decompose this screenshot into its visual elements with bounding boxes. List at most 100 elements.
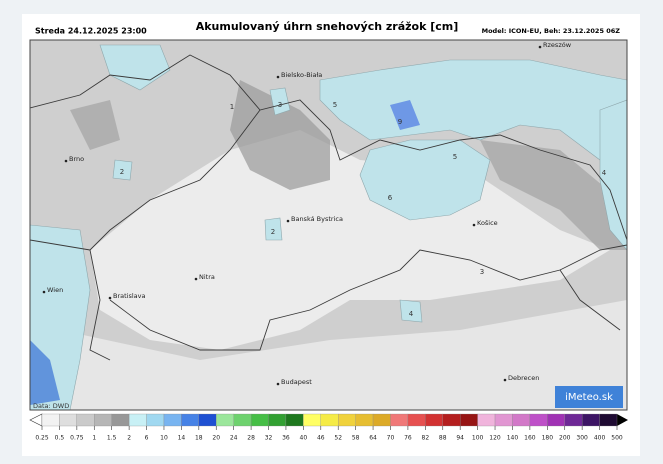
legend-swatch: [564, 413, 583, 427]
legend-tick-label: 400: [594, 435, 606, 442]
legend-swatch: [477, 413, 496, 427]
legend: 0.25 0.5 0.75 1 1.5 2 6 10 14 18 20 24 28 32 36 40 46 52 5…: [29, 413, 628, 442]
legend-tick-label: 2: [127, 435, 131, 442]
legend-swatch: [216, 413, 234, 427]
legend-tick-label: 88: [439, 435, 447, 442]
legend-swatch: [494, 413, 513, 427]
data-source: Data: DWD: [33, 402, 69, 410]
borders: [30, 54, 627, 361]
legend-tick-label: 20: [212, 435, 220, 442]
legend-swatch: [599, 413, 618, 427]
city-dot: [194, 277, 198, 281]
contour-label: 1: [230, 103, 234, 111]
legend-tick-label: 58: [352, 435, 360, 442]
city-label: Rzeszów: [543, 41, 572, 49]
city-dot: [503, 378, 507, 382]
city-dot: [472, 223, 476, 227]
legend-swatch: [442, 413, 461, 427]
legend-tick-label: 76: [404, 435, 412, 442]
legend-tick-label: 10: [160, 435, 168, 442]
legend-tick-label: 52: [334, 435, 342, 442]
map: [29, 39, 628, 411]
legend-tick-label: 82: [422, 435, 430, 442]
city-label: Brno: [69, 155, 84, 163]
legend-swatch: [338, 413, 356, 427]
legend-tick-label: 1: [92, 435, 96, 442]
contour-label: 4: [602, 169, 607, 177]
legend-swatch: [582, 413, 600, 427]
legend-tick-label: 14: [178, 435, 186, 442]
legend-tick-label: 100: [472, 435, 484, 442]
city-label: Bratislava: [113, 292, 145, 300]
legend-swatch: [512, 413, 531, 427]
contour-label: 2: [271, 228, 275, 236]
legend-swatch: [372, 413, 391, 427]
datetime: Streda 24.12.2025 23:00: [35, 27, 147, 36]
legend-tick-label: 94: [456, 435, 464, 442]
legend-tick-label: 180: [542, 435, 554, 442]
legend-swatch: [41, 413, 60, 427]
legend-swatch: [355, 413, 374, 427]
legend-tick-label: 0.25: [35, 435, 49, 442]
legend-swatch: [198, 413, 217, 427]
city-label: Banská Bystrica: [291, 215, 343, 223]
legend-swatch: [233, 413, 252, 427]
legend-swatch: [163, 413, 182, 427]
legend-tick-label: 1.5: [107, 435, 117, 442]
legend-swatch: [390, 413, 409, 427]
city-dot: [64, 159, 68, 163]
legend-arrow-high: [617, 414, 628, 426]
legend-swatch: [59, 413, 77, 427]
legend-tick-label: 6: [145, 435, 149, 442]
logo: iMeteo.sk: [565, 392, 613, 403]
contour-label: 9: [398, 118, 402, 126]
legend-swatch: [285, 413, 304, 427]
city-dot: [276, 382, 280, 386]
legend-tick-label: 28: [247, 435, 255, 442]
city-label: Wien: [47, 286, 63, 294]
legend-tick-label: 70: [387, 435, 395, 442]
legend-swatch: [181, 413, 199, 427]
legend-swatch: [529, 413, 548, 427]
legend-swatch: [76, 413, 95, 427]
city-dot: [276, 75, 280, 79]
city-label: Košice: [477, 219, 498, 227]
legend-swatch: [320, 413, 339, 427]
contour-label: 6: [388, 194, 393, 202]
model-info: Model: ICON-EU, Beh: 23.12.2025 06Z: [482, 27, 621, 35]
legend-swatch: [460, 413, 478, 427]
legend-tick-label: 36: [282, 435, 290, 442]
contour-label: 5: [453, 153, 457, 161]
legend-swatch: [425, 413, 443, 427]
legend-swatch: [146, 413, 165, 427]
city-dot: [108, 296, 112, 300]
city-dot: [42, 290, 46, 294]
legend-swatch: [94, 413, 112, 427]
city-dot: [286, 219, 290, 223]
city-label: Nitra: [199, 273, 215, 281]
city-dot: [538, 45, 542, 49]
city-label: Bielsko-Biała: [281, 71, 322, 79]
legend-tick-label: 40: [300, 435, 308, 442]
legend-swatch: [303, 413, 321, 427]
contour-label: 2: [120, 168, 124, 176]
legend-swatch: [111, 413, 130, 427]
legend-swatch: [268, 413, 287, 427]
legend-tick-label: 200: [559, 435, 571, 442]
legend-tick-label: 32: [265, 435, 273, 442]
title: Akumulovaný úhrn snehových zrážok [cm]: [196, 20, 459, 33]
legend-tick-label: 64: [369, 435, 377, 442]
legend-tick-label: 140: [507, 435, 519, 442]
legend-tick-label: 46: [317, 435, 325, 442]
legend-tick-label: 24: [230, 435, 238, 442]
contour-label: 3: [278, 101, 282, 109]
city-label: Budapest: [281, 378, 312, 386]
contour-label: 3: [480, 268, 484, 276]
legend-tick-label: 18: [195, 435, 203, 442]
legend-tick-label: 120: [489, 435, 501, 442]
city-label: Debrecen: [508, 374, 539, 382]
logo-box: [555, 386, 623, 408]
legend-tick-label: 0.75: [70, 435, 84, 442]
contour-label: 4: [409, 310, 414, 318]
